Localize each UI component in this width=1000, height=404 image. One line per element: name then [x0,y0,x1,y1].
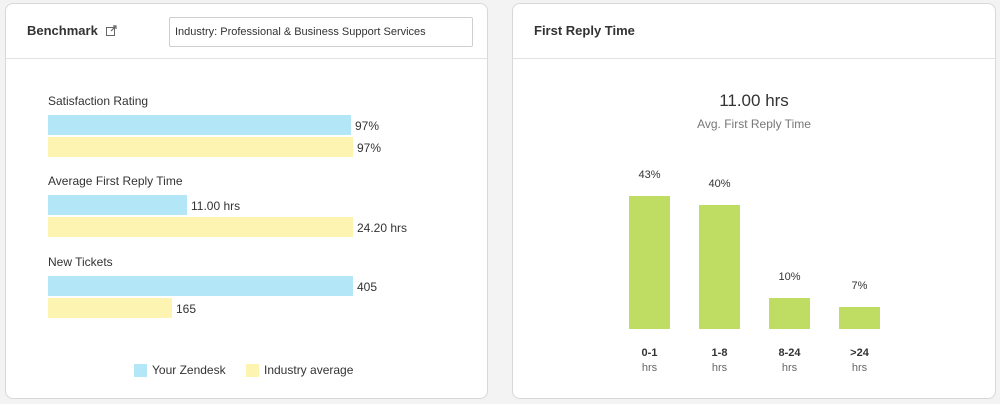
metric-label-first-reply: Average First Reply Time [48,174,183,188]
category-unit-1-8: hrs [711,362,728,374]
value-industry-first-reply: 24.20 hrs [357,221,408,235]
benchmark-title: Benchmark [27,23,98,38]
bar-0-1 [629,196,670,329]
industry-select[interactable]: Industry: Professional & Business Suppor… [169,17,473,47]
bar-8-24 [769,298,810,329]
first-reply-header: First Reply Time [513,4,995,59]
category-unit-over-24: hrs [851,362,868,374]
bar-industry-first-reply [48,217,353,237]
metric-label-new-tickets: New Tickets [48,255,113,269]
bar-over-24 [839,307,880,329]
value-your-first-reply: 11.00 hrs [191,199,241,213]
legend-swatch-industry [246,364,259,377]
category-label-0-1: 0-1 [641,347,658,359]
benchmark-header: Benchmark Industry: Professional & Busin… [6,4,487,59]
avg-first-reply-label: Avg. First Reply Time [697,117,811,131]
value-industry-new-tickets: 165 [176,302,197,316]
category-label-1-8: 1-8 [711,347,728,359]
value-your-satisfaction: 97% [355,119,380,133]
legend-swatch-yours [134,364,147,377]
category-label-8-24: 8-24 [778,347,801,359]
first-reply-panel: First Reply Time 11.00 hrs Avg. First Re… [512,3,996,399]
value-your-new-tickets: 405 [357,280,378,294]
bar-label-0-1: 43% [638,169,661,181]
first-reply-title: First Reply Time [534,23,635,38]
bar-label-over-24: 7% [851,280,868,292]
external-link-icon[interactable] [106,25,117,36]
legend-label-yours: Your Zendesk [152,363,226,377]
bar-label-1-8: 40% [708,178,731,190]
bar-label-8-24: 10% [778,271,801,283]
avg-first-reply-value: 11.00 hrs [719,91,789,110]
bar-industry-satisfaction [48,137,353,157]
category-unit-0-1: hrs [641,362,658,374]
bar-industry-new-tickets [48,298,172,318]
legend-label-industry: Industry average [264,363,354,377]
benchmark-panel: Benchmark Industry: Professional & Busin… [5,3,488,399]
bar-1-8 [699,205,740,329]
bar-your-satisfaction [48,115,351,135]
category-label-over-24: >24 [850,347,869,359]
value-industry-satisfaction: 97% [357,141,382,155]
bar-your-new-tickets [48,276,353,296]
bar-your-first-reply [48,195,187,215]
category-unit-8-24: hrs [781,362,798,374]
metric-label-satisfaction: Satisfaction Rating [48,94,149,108]
